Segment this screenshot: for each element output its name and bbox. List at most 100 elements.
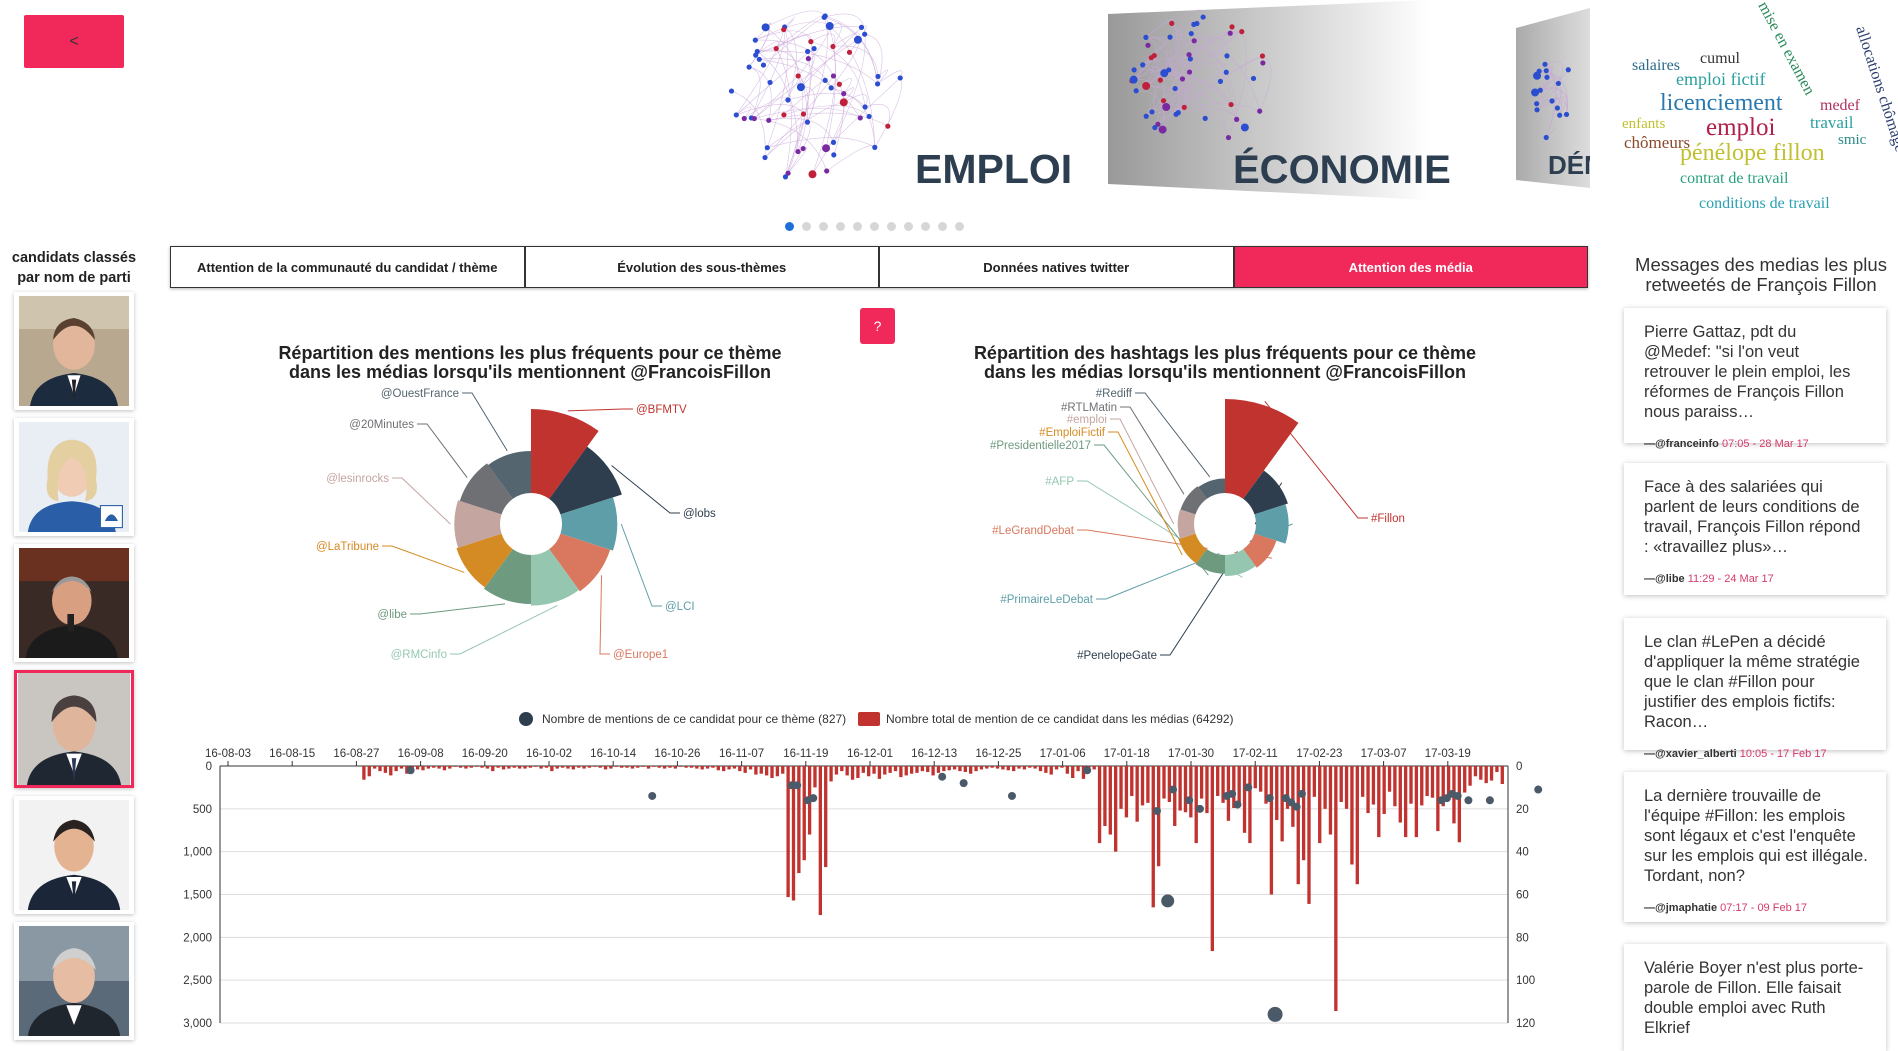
total-mentions-bar[interactable] <box>926 766 930 772</box>
total-mentions-bar[interactable] <box>1344 766 1349 809</box>
total-mentions-bar[interactable] <box>432 766 436 768</box>
total-mentions-bar[interactable] <box>1328 766 1333 835</box>
total-mentions-bar[interactable] <box>1183 766 1188 813</box>
total-mentions-bar[interactable] <box>1495 766 1499 772</box>
rose-slice[interactable] <box>549 446 622 515</box>
total-mentions-bar[interactable] <box>727 766 731 770</box>
total-mentions-bar[interactable] <box>1033 766 1037 769</box>
total-mentions-bar[interactable] <box>598 766 602 768</box>
total-mentions-bar[interactable] <box>834 766 839 775</box>
legend-item-label[interactable]: Nombre de mentions de ce candidat pour c… <box>542 712 846 726</box>
theme-mentions-dot[interactable] <box>1152 806 1161 815</box>
total-mentions-bar[interactable] <box>587 766 592 768</box>
total-mentions-bar[interactable] <box>952 766 957 770</box>
total-mentions-bar[interactable] <box>512 766 516 768</box>
total-mentions-bar[interactable] <box>679 766 683 767</box>
total-mentions-bar[interactable] <box>1146 766 1150 803</box>
total-mentions-bar[interactable] <box>1258 766 1263 792</box>
candidate-card-fillon[interactable] <box>14 670 134 788</box>
total-mentions-bar[interactable] <box>829 766 833 782</box>
carousel-dot[interactable] <box>904 222 913 231</box>
theme-mentions-dot[interactable] <box>809 794 818 803</box>
total-mentions-bar[interactable] <box>786 766 790 898</box>
total-mentions-bar[interactable] <box>969 766 973 774</box>
total-mentions-bar[interactable] <box>936 766 941 773</box>
theme-mentions-dot[interactable] <box>648 791 657 800</box>
total-mentions-bar[interactable] <box>1253 766 1257 789</box>
total-mentions-bar[interactable] <box>1130 766 1134 796</box>
total-mentions-bar[interactable] <box>893 766 898 772</box>
tweet-date[interactable]: 07:17 - 09 Feb 17 <box>1720 902 1807 914</box>
total-mentions-bar[interactable] <box>1178 766 1182 811</box>
tweet-date[interactable]: 10:05 - 17 Feb 17 <box>1739 748 1827 760</box>
total-mentions-bar[interactable] <box>614 766 618 767</box>
total-mentions-bar[interactable] <box>1350 766 1354 865</box>
total-mentions-bar[interactable] <box>1425 766 1429 796</box>
rose-slice[interactable] <box>483 549 531 605</box>
total-mentions-bar[interactable] <box>1285 766 1290 809</box>
tweet-card[interactable]: La dernière trouvaille de l'équipe #Fill… <box>1624 772 1886 922</box>
total-mentions-bar[interactable] <box>372 766 377 769</box>
total-mentions-bar[interactable] <box>1017 766 1021 769</box>
total-mentions-bar[interactable] <box>1135 766 1139 822</box>
total-mentions-bar[interactable] <box>958 766 962 772</box>
legend-item-label[interactable]: Nombre total de mention de ce candidat d… <box>886 712 1234 726</box>
total-mentions-bar[interactable] <box>577 766 581 768</box>
total-mentions-bar[interactable] <box>1097 766 1102 844</box>
rose-slice[interactable] <box>1198 478 1225 499</box>
total-mentions-bar[interactable] <box>507 766 511 769</box>
tweet-author[interactable]: —@jmaphatie <box>1644 902 1718 914</box>
theme-mentions-dot[interactable] <box>1442 794 1451 803</box>
carousel-slide-democratie[interactable]: DÉMO <box>1516 8 1590 188</box>
tab-subtheme-evolution[interactable]: Évolution des sous-thèmes <box>524 246 879 288</box>
total-mentions-bar[interactable] <box>1054 766 1059 770</box>
total-mentions-bar[interactable] <box>1307 766 1311 904</box>
theme-mentions-dot[interactable] <box>793 781 802 790</box>
total-mentions-bar[interactable] <box>995 766 1000 769</box>
total-mentions-bar[interactable] <box>1173 766 1177 826</box>
total-mentions-bar[interactable] <box>501 766 506 770</box>
rose-slice[interactable] <box>549 533 611 592</box>
rose-slice[interactable] <box>1254 504 1289 544</box>
total-mentions-bar[interactable] <box>367 766 371 777</box>
total-mentions-bar[interactable] <box>904 766 908 776</box>
total-mentions-bar[interactable] <box>448 766 452 769</box>
rose-slice[interactable] <box>1225 549 1256 577</box>
total-mentions-bar[interactable] <box>1366 766 1370 814</box>
total-mentions-bar[interactable] <box>931 766 935 776</box>
rose-slice[interactable] <box>488 451 531 499</box>
total-mentions-bar[interactable] <box>550 766 554 772</box>
total-mentions-bar[interactable] <box>1489 766 1494 781</box>
total-mentions-bar[interactable] <box>1264 766 1268 804</box>
total-mentions-bar[interactable] <box>496 766 500 768</box>
total-mentions-bar[interactable] <box>722 766 726 772</box>
total-mentions-bar[interactable] <box>566 766 570 769</box>
tweet-card[interactable]: Face à des salariées qui parlent de leur… <box>1624 463 1886 595</box>
total-mentions-bar[interactable] <box>453 766 457 767</box>
total-mentions-bar[interactable] <box>399 766 404 769</box>
total-mentions-bar[interactable] <box>609 766 613 769</box>
total-mentions-bar[interactable] <box>1275 766 1279 820</box>
carousel-dot[interactable] <box>938 222 947 231</box>
carousel-dot[interactable] <box>870 222 879 231</box>
total-mentions-bar[interactable] <box>534 766 538 767</box>
rose-slice[interactable] <box>459 463 513 515</box>
theme-carousel[interactable]: EMPLOI ÉCONOMIE DÉMO <box>690 0 1590 200</box>
theme-mentions-dot[interactable] <box>1233 800 1242 809</box>
theme-mentions-dot[interactable] <box>1007 791 1016 800</box>
total-mentions-bar[interactable] <box>1420 766 1424 806</box>
total-mentions-bar[interactable] <box>990 766 994 768</box>
rose-slice[interactable] <box>456 533 513 588</box>
total-mentions-bar[interactable] <box>1468 766 1472 786</box>
rose-slice[interactable] <box>1195 549 1225 574</box>
total-mentions-bar[interactable] <box>775 766 780 777</box>
total-mentions-bar[interactable] <box>619 766 624 768</box>
total-mentions-bar[interactable] <box>437 766 441 769</box>
total-mentions-bar[interactable] <box>979 766 984 770</box>
total-mentions-bar[interactable] <box>1194 766 1198 844</box>
total-mentions-bar[interactable] <box>485 766 490 769</box>
carousel-dot[interactable] <box>802 222 811 231</box>
total-mentions-bar[interactable] <box>1355 766 1359 885</box>
theme-mentions-dot[interactable] <box>1534 785 1543 794</box>
total-mentions-bar[interactable] <box>705 766 710 769</box>
